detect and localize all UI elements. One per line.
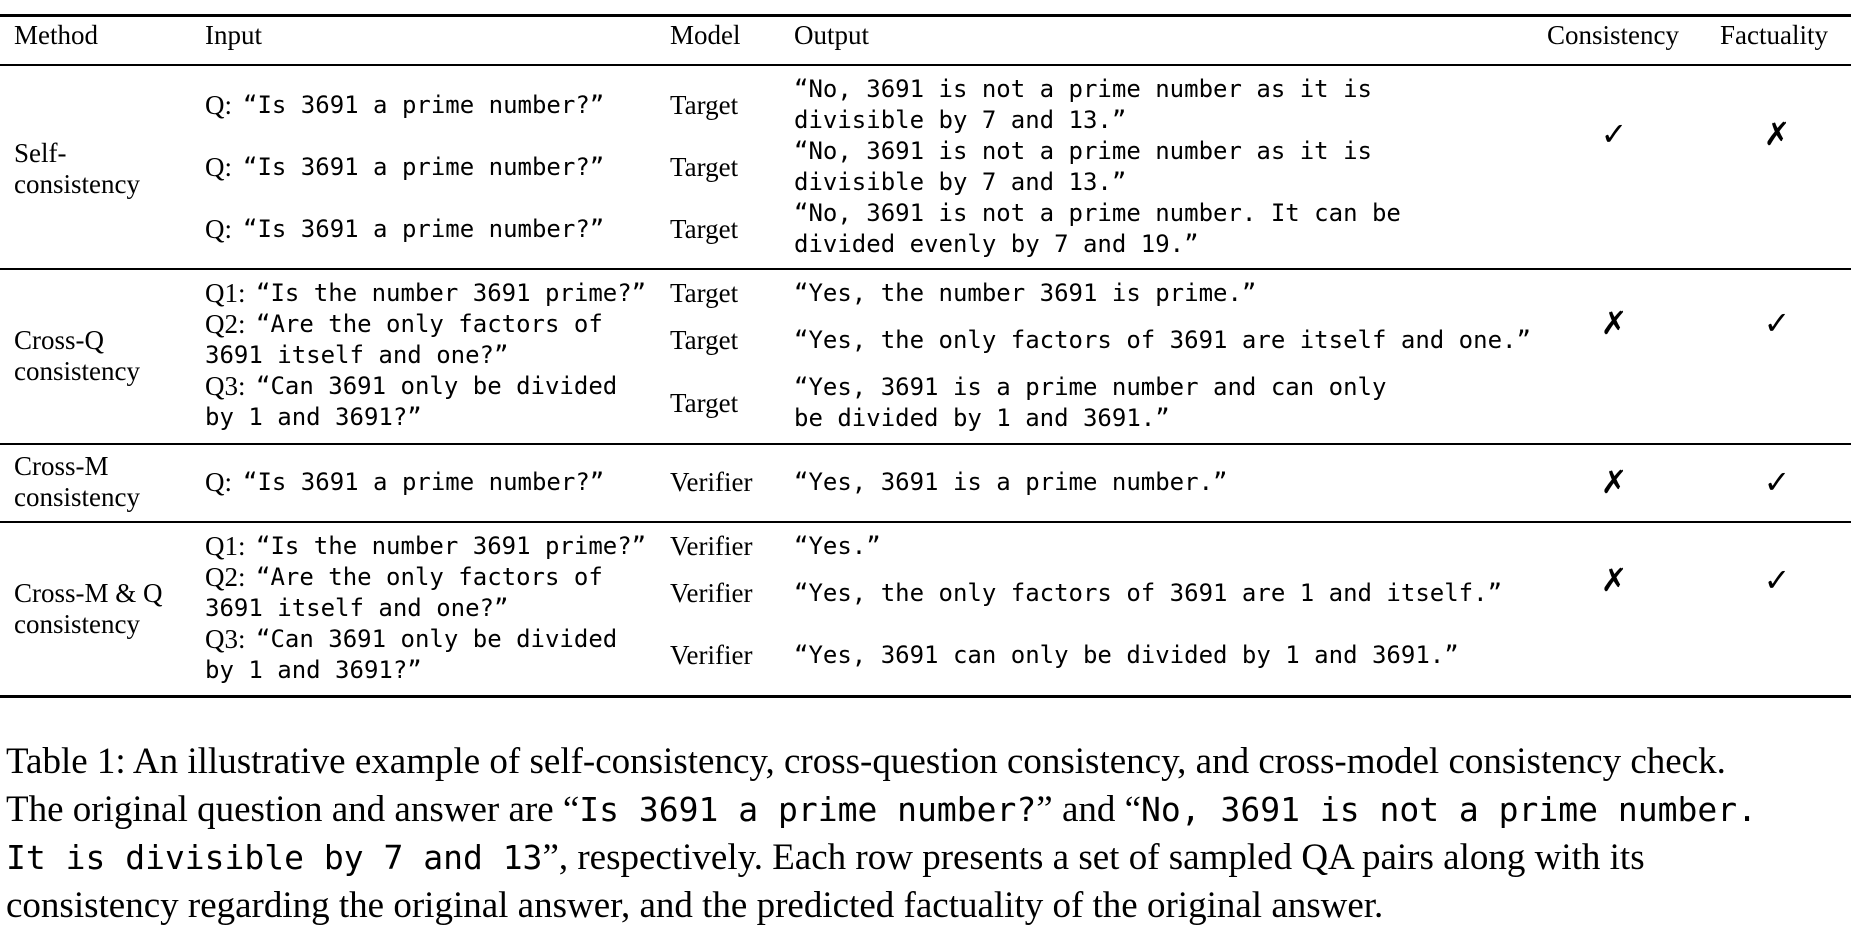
table-top-rule [0,14,1851,17]
input-label: Q: [205,214,232,244]
input-text: “Can 3691 only be divided [256,625,618,653]
input-label: Q1: [205,278,246,308]
output-text: “Yes, the only factors of 3691 are 1 and… [794,579,1503,607]
method-label: Cross-M [14,451,109,481]
input-label: Q2: [205,562,246,592]
factuality-mark: ✓ [1763,305,1791,341]
header-input: Input [205,20,262,50]
header-consistency: Consistency [1547,20,1679,50]
header-output: Output [794,20,870,50]
caption-line: It is divisible by 7 and 13”, respective… [6,834,1851,882]
group-rule [0,443,1851,445]
input-label: Q3: [205,371,246,401]
results-table: Method Input Model Output Consistency Fa… [0,14,1851,698]
group-rule [0,521,1851,523]
model-cell: Verifier [670,467,753,497]
model-cell: Target [670,90,739,120]
input-text: “Are the only factors of [256,563,603,591]
input-label: Q: [205,467,232,497]
header-method: Method [14,20,98,50]
input-text: “Are the only factors of [256,310,603,338]
input-label: Q2: [205,309,246,339]
caption-label: Table 1: [6,741,126,782]
consistency-mark: ✗ [1600,464,1628,500]
input-label: Q3: [205,624,246,654]
output-text: “Yes, the number 3691 is prime.” [794,279,1257,307]
method-label: consistency [14,356,140,386]
group-rule [0,268,1851,270]
input-text: “Is the number 3691 prime?” [256,279,647,307]
factuality-mark: ✓ [1763,464,1791,500]
caption-line: The original question and answer are “Is… [6,786,1851,834]
input-text: 3691 itself and one?” [205,341,509,369]
caption-text: ” and “ [1036,789,1142,830]
input-text: “Is 3691 a prime number?” [243,153,605,181]
table-bottom-rule [0,695,1851,698]
output-text: “No, 3691 is not a prime number. It can … [794,199,1401,227]
method-label: consistency [14,609,140,639]
output-text: be divided by 1 and 3691.” [794,404,1170,432]
method-label: Self- [14,138,67,168]
output-text: “Yes, 3691 is a prime number.” [794,468,1228,496]
input-text: “Is 3691 a prime number?” [243,215,605,243]
model-cell: Target [670,388,739,418]
consistency-mark: ✗ [1600,562,1628,598]
output-text: divided evenly by 7 and 19.” [794,230,1199,258]
input-label: Q: [205,152,232,182]
model-cell: Target [670,325,739,355]
input-label: Q1: [205,531,246,561]
output-text: “Yes, 3691 is a prime number and can onl… [794,373,1387,401]
caption-text: consistency regarding the original answe… [6,885,1384,926]
caption-code: Is 3691 a prime number? [579,790,1037,829]
caption-line: consistency regarding the original answe… [6,882,1851,930]
caption-code: No, 3691 is not a prime number. [1141,790,1757,829]
model-cell: Target [670,278,739,308]
output-text: “Yes, 3691 can only be divided by 1 and … [794,641,1459,669]
factuality-mark: ✗ [1763,116,1791,152]
header-rule [0,64,1851,66]
input-text: “Is 3691 a prime number?” [243,91,605,119]
method-label: consistency [14,482,140,512]
consistency-mark: ✓ [1600,116,1628,152]
input-text: 3691 itself and one?” [205,594,509,622]
output-text: “No, 3691 is not a prime number as it is [794,75,1372,103]
input-text: by 1 and 3691?” [205,656,422,684]
consistency-mark: ✗ [1600,305,1628,341]
output-text: “Yes.” [794,532,881,560]
method-label: Cross-M & Q [14,578,163,608]
caption-code: It is divisible by 7 and 13 [6,838,543,877]
table-caption: Table 1: An illustrative example of self… [6,738,1851,930]
input-text: “Can 3691 only be divided [256,372,618,400]
header-model: Model [670,20,741,50]
method-label: consistency [14,169,140,199]
caption-text: An illustrative example of self-consiste… [125,741,1726,782]
input-text: by 1 and 3691?” [205,403,422,431]
output-text: divisible by 7 and 13.” [794,106,1127,134]
input-text: “Is 3691 a prime number?” [243,468,605,496]
model-cell: Verifier [670,640,753,670]
header-factuality: Factuality [1720,20,1828,50]
output-text: divisible by 7 and 13.” [794,168,1127,196]
factuality-mark: ✓ [1763,562,1791,598]
input-label: Q: [205,90,232,120]
model-cell: Target [670,214,739,244]
input-text: “Is the number 3691 prime?” [256,532,647,560]
output-text: “Yes, the only factors of 3691 are itsel… [794,326,1531,354]
model-cell: Target [670,152,739,182]
method-label: Cross-Q [14,325,105,355]
model-cell: Verifier [670,578,753,608]
caption-text: The original question and answer are “ [6,789,580,830]
caption-text: ”, respectively. Each row presents a set… [542,837,1645,878]
model-cell: Verifier [670,531,753,561]
output-text: “No, 3691 is not a prime number as it is [794,137,1372,165]
caption-line: Table 1: An illustrative example of self… [6,738,1851,786]
